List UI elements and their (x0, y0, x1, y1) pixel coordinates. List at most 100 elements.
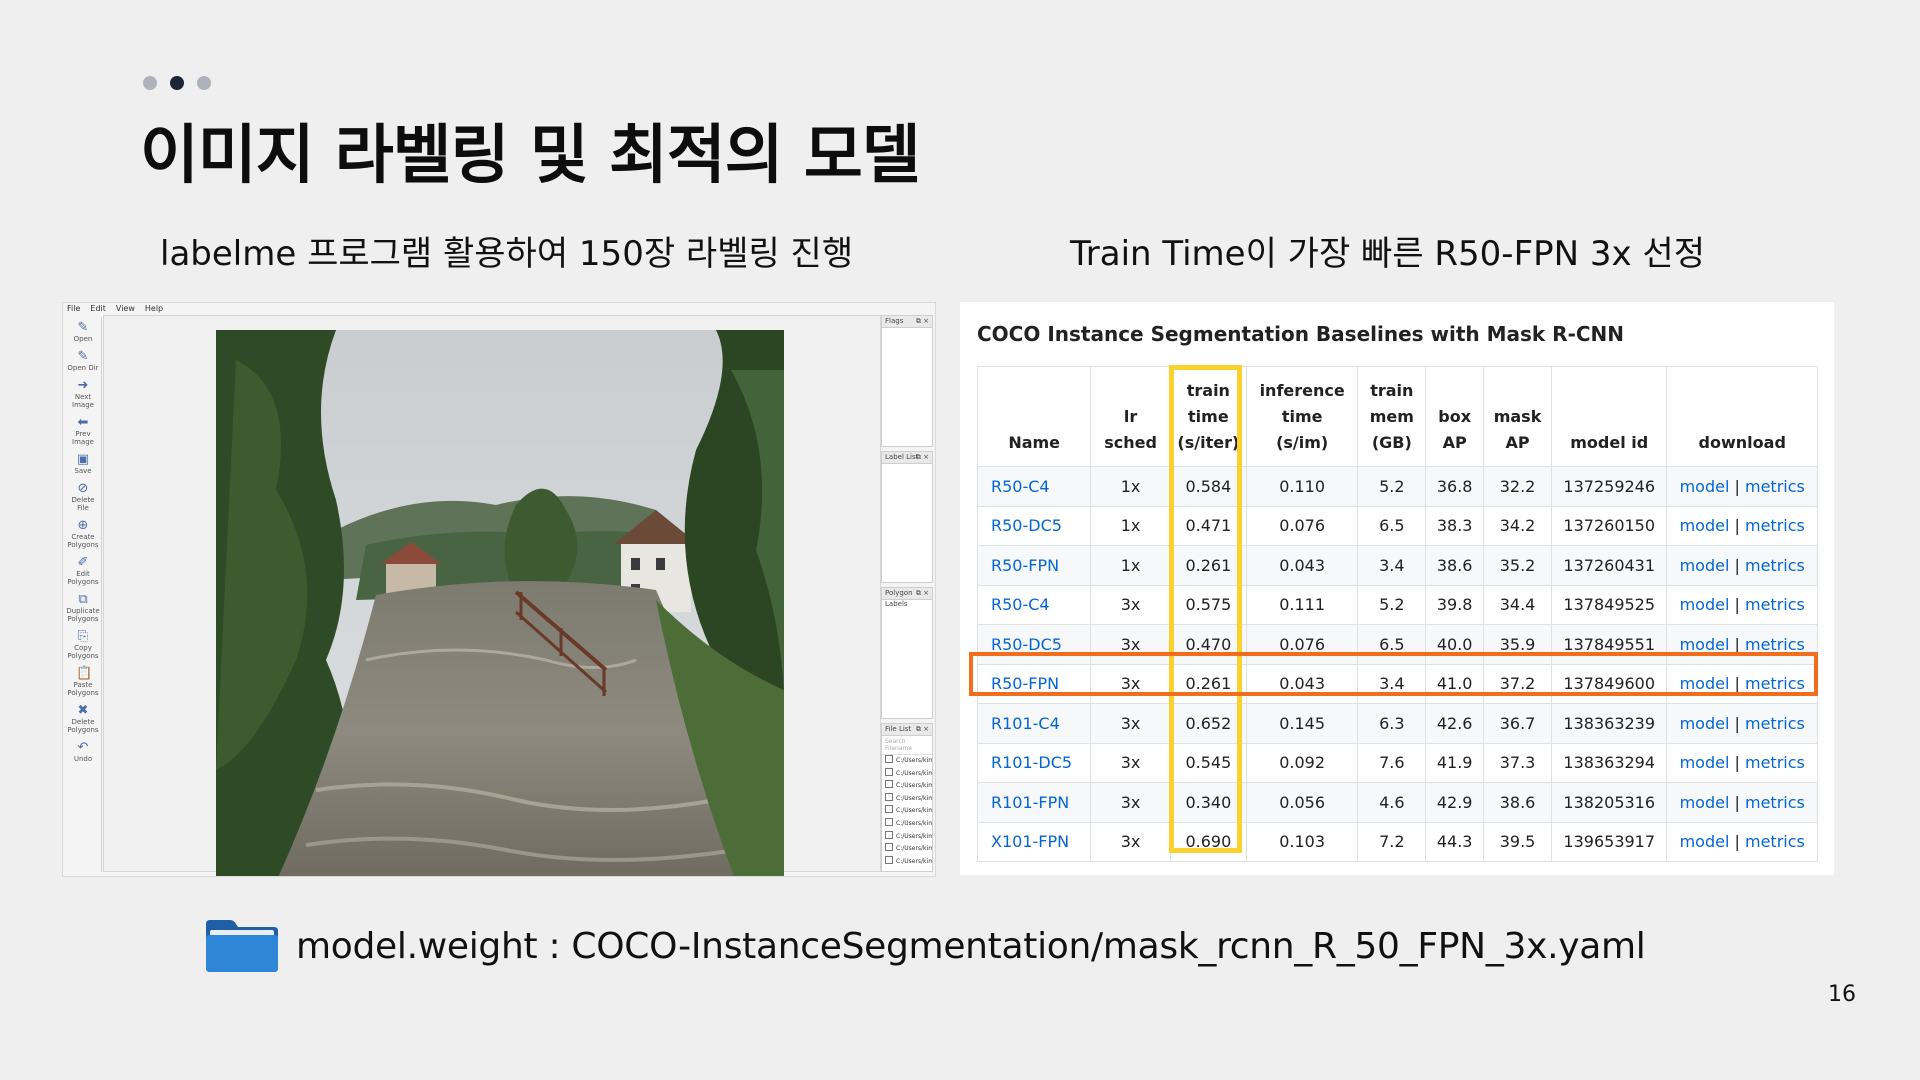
cell-download: model | metrics (1666, 742, 1818, 783)
model-link[interactable]: model (1679, 634, 1730, 654)
tool-save[interactable]: ▣ Save (65, 453, 101, 476)
subtitle-left: labelme 프로그램 활용하여 150장 라벨링 진행 (160, 234, 854, 274)
next-image-icon: ➜ (77, 378, 89, 393)
tool-open-dir[interactable]: ✎ Open Dir (65, 350, 101, 373)
metrics-link[interactable]: metrics (1745, 634, 1805, 654)
cell-train-time: 0.261 (1169, 545, 1247, 586)
cell-mask-ap: 38.6 (1483, 782, 1553, 823)
file-list-item[interactable]: C:/Users/kimhy/Desktop/proje (882, 792, 932, 806)
file-list-item[interactable]: C:/Users/kimhy/Desktop/proje (882, 805, 932, 818)
cell-inf-time: 0.043 (1245, 545, 1359, 586)
panel-float-close-icon[interactable]: ⧉ × (915, 317, 929, 325)
metrics-link[interactable]: metrics (1745, 476, 1805, 496)
cell-name[interactable]: R101-C4 (976, 703, 1092, 744)
file-list-item[interactable]: C:/Users/kimhy/Desktop/proje (882, 843, 932, 856)
cell-sched: 3x (1090, 742, 1171, 783)
file-checkbox[interactable] (885, 855, 893, 864)
panel-float-close-icon[interactable]: ⧉ × (915, 589, 929, 597)
cell-model-id: 137849551 (1551, 624, 1668, 665)
file-checkbox[interactable] (885, 830, 893, 839)
cell-train-time: 0.575 (1169, 584, 1247, 625)
model-link[interactable]: model (1679, 595, 1730, 615)
cell-sched: 3x (1090, 663, 1171, 704)
cell-mask-ap: 35.9 (1483, 624, 1553, 665)
column-header-line: Name (1008, 433, 1061, 452)
model-link[interactable]: model (1679, 753, 1730, 773)
cell-name[interactable]: R101-DC5 (976, 742, 1092, 783)
file-list-item[interactable]: C:/Users/kimhy/Desktop/proje (882, 855, 932, 869)
menu-item-view[interactable]: View (115, 304, 135, 313)
prev-image-icon: ⬅ (77, 415, 89, 430)
file-list-item[interactable]: C:/Users/kimhy/Desktop/proje (882, 767, 932, 781)
cell-model-id: 137849525 (1551, 584, 1668, 625)
file-checkbox[interactable] (885, 767, 893, 776)
tool-undo[interactable]: ↶ Undo (65, 741, 101, 764)
model-link[interactable]: model (1679, 792, 1730, 812)
metrics-link[interactable]: metrics (1745, 555, 1805, 575)
metrics-link[interactable]: metrics (1745, 792, 1805, 812)
model-link[interactable]: model (1679, 674, 1730, 694)
menu-item-file[interactable]: File (67, 304, 81, 313)
cell-mask-ap: 35.2 (1483, 545, 1553, 586)
file-checkbox[interactable] (885, 843, 893, 852)
column-header-line: box (1438, 407, 1472, 426)
file-checkbox[interactable] (885, 755, 893, 763)
file-checkbox[interactable] (885, 780, 893, 789)
tool-open[interactable]: ✎ Open (65, 321, 101, 344)
tool-next-image[interactable]: ➜ Next Image (65, 378, 101, 410)
model-link[interactable]: model (1679, 516, 1730, 536)
cell-inf-time: 0.043 (1245, 663, 1359, 704)
tool-delete-file[interactable]: ⊘ Delete File (65, 482, 101, 513)
tool-create-polygons[interactable]: ⊕ Create Polygons (65, 519, 101, 550)
cell-inf-time: 0.145 (1245, 703, 1359, 744)
cell-name[interactable]: R50-DC5 (976, 505, 1092, 546)
file-list-item[interactable]: C:/Users/kimhy/Desktop/proje (882, 817, 932, 831)
file-list-item[interactable]: C:/Users/kimhy/Desktop/proje (882, 780, 932, 793)
tool-paste-polygons[interactable]: 📋 Paste Polygons (65, 667, 101, 698)
metrics-link[interactable]: metrics (1745, 595, 1805, 615)
metrics-link[interactable]: metrics (1745, 832, 1805, 852)
panel-float-close-icon[interactable]: ⧉ × (915, 453, 929, 461)
metrics-link[interactable]: metrics (1745, 753, 1805, 773)
file-checkbox[interactable] (885, 792, 893, 801)
model-link[interactable]: model (1679, 555, 1730, 575)
tool-delete-polygons[interactable]: ✖ Delete Polygons (65, 704, 101, 735)
page-number: 16 (1828, 982, 1856, 1007)
cell-name[interactable]: R50-FPN (976, 545, 1092, 586)
tool-label: Edit Polygons (67, 570, 99, 586)
file-list-item[interactable]: C:/Users/kimhy/Desktop/proje (882, 755, 932, 768)
metrics-link[interactable]: metrics (1745, 516, 1805, 536)
cell-mem: 5.2 (1357, 466, 1427, 507)
cell-name[interactable]: X101-FPN (976, 821, 1092, 862)
model-weight-text: model.weight : COCO-InstanceSegmentation… (296, 925, 1646, 967)
cell-name[interactable]: R50-C4 (976, 466, 1092, 507)
tool-duplicate-polygons[interactable]: ⧉ Duplicate Polygons (65, 593, 101, 624)
file-list-panel-title: File List (885, 725, 912, 733)
menu-item-edit[interactable]: Edit (90, 304, 106, 313)
tool-edit-polygons[interactable]: ✐ Edit Polygons (65, 556, 101, 587)
cell-name[interactable]: R50-FPN (976, 663, 1092, 704)
tool-prev-image[interactable]: ⬅ Prev Image (65, 415, 101, 447)
cell-model-id: 137260431 (1551, 545, 1668, 586)
flags-panel-title: Flags (885, 317, 904, 325)
metrics-link[interactable]: metrics (1745, 713, 1805, 733)
column-header-line: mem (1369, 407, 1414, 426)
column-header-line: inference (1259, 381, 1345, 400)
panel-float-close-icon[interactable]: ⧉ × (915, 725, 929, 733)
model-link[interactable]: model (1679, 476, 1730, 496)
cell-name[interactable]: R50-C4 (976, 584, 1092, 625)
file-checkbox[interactable] (885, 805, 893, 814)
cell-name[interactable]: R101-FPN (976, 782, 1092, 823)
cell-name[interactable]: R50-DC5 (976, 624, 1092, 665)
tool-copy-polygons[interactable]: ⎘ Copy Polygons (65, 630, 101, 661)
file-search-input[interactable]: Search Filename (882, 736, 932, 755)
file-checkbox[interactable] (885, 817, 893, 826)
file-path: C:/Users/kimhy/Desktop/proje (896, 819, 932, 827)
metrics-link[interactable]: metrics (1745, 674, 1805, 694)
file-path: C:/Users/kimhy/Desktop/proje (896, 832, 932, 840)
menu-item-help[interactable]: Help (144, 304, 164, 313)
model-link[interactable]: model (1679, 832, 1730, 852)
cell-mask-ap: 37.3 (1483, 742, 1553, 783)
file-list-item[interactable]: C:/Users/kimhy/Desktop/proje (882, 830, 932, 844)
model-link[interactable]: model (1679, 713, 1730, 733)
